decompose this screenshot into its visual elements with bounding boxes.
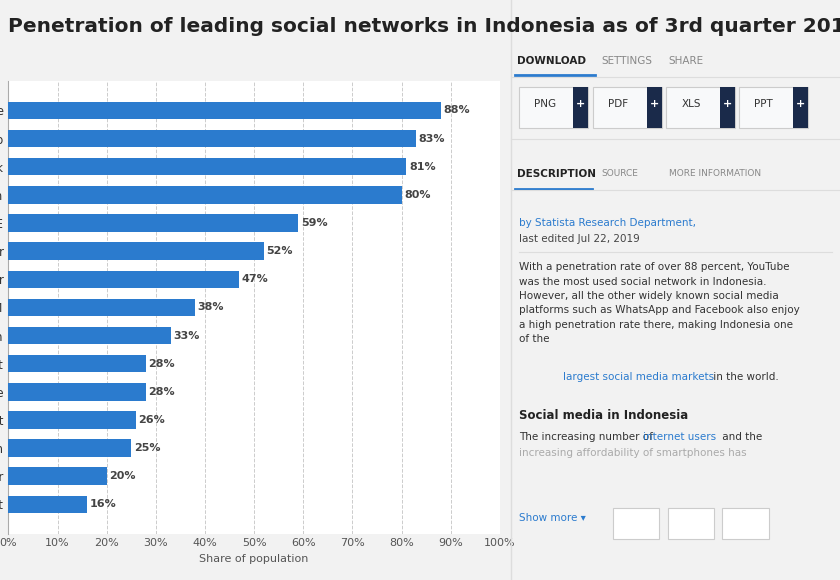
Bar [8, 102, 441, 119]
Text: 38%: 38% [197, 302, 224, 313]
Bar [8, 214, 298, 232]
Text: The increasing number of: The increasing number of [519, 432, 656, 442]
Text: PNG: PNG [534, 99, 556, 110]
Text: largest social media markets: largest social media markets [563, 372, 714, 382]
Text: DESCRIPTION: DESCRIPTION [517, 169, 596, 179]
Text: and the: and the [719, 432, 762, 442]
Text: XLS: XLS [681, 99, 701, 110]
Bar [8, 467, 107, 485]
X-axis label: Share of population: Share of population [199, 554, 309, 564]
Bar [8, 158, 407, 176]
Text: DOWNLOAD: DOWNLOAD [517, 56, 586, 66]
Text: PDF: PDF [608, 99, 628, 110]
Text: 80%: 80% [404, 190, 430, 200]
Bar [8, 411, 136, 429]
Bar [8, 242, 264, 260]
Text: Show more ▾: Show more ▾ [519, 513, 586, 523]
Text: 52%: 52% [266, 246, 293, 256]
Text: 16%: 16% [90, 499, 116, 509]
Bar [8, 495, 87, 513]
Text: 25%: 25% [134, 443, 160, 453]
Bar [8, 439, 131, 457]
Text: increasing affordability of smartphones has: increasing affordability of smartphones … [519, 448, 747, 458]
Text: SETTINGS: SETTINGS [601, 56, 653, 66]
Text: +: + [649, 99, 659, 110]
Text: SOURCE: SOURCE [601, 169, 638, 179]
Text: Social media in Indonesia: Social media in Indonesia [519, 409, 688, 422]
Text: 59%: 59% [301, 218, 328, 228]
Text: Penetration of leading social networks in Indonesia as of 3rd quarter 2018: Penetration of leading social networks i… [8, 17, 840, 37]
Text: +: + [575, 99, 585, 110]
Text: MORE INFORMATION: MORE INFORMATION [669, 169, 761, 179]
Text: With a penetration rate of over 88 percent, YouTube
was the most used social net: With a penetration rate of over 88 perce… [519, 262, 800, 344]
Text: last edited Jul 22, 2019: last edited Jul 22, 2019 [519, 234, 640, 244]
Bar [8, 355, 146, 372]
Text: 83%: 83% [418, 133, 445, 144]
Text: +: + [722, 99, 732, 110]
Text: PPT: PPT [754, 99, 773, 110]
Text: 33%: 33% [173, 331, 199, 340]
Bar [8, 270, 239, 288]
Text: in the world.: in the world. [710, 372, 779, 382]
Text: by Statista Research Department,: by Statista Research Department, [519, 218, 696, 227]
Text: +: + [795, 99, 806, 110]
Text: 88%: 88% [444, 106, 470, 115]
Bar [8, 186, 402, 204]
Text: 28%: 28% [149, 387, 175, 397]
Bar [8, 130, 417, 147]
Text: SHARE: SHARE [669, 56, 704, 66]
Bar [8, 383, 146, 401]
Bar [8, 327, 171, 345]
Text: 20%: 20% [109, 471, 135, 481]
Bar [8, 299, 195, 316]
Text: internet users: internet users [643, 432, 717, 442]
Text: 81%: 81% [409, 162, 435, 172]
Text: 47%: 47% [242, 274, 269, 284]
Text: 26%: 26% [139, 415, 165, 425]
Text: 28%: 28% [149, 358, 175, 369]
